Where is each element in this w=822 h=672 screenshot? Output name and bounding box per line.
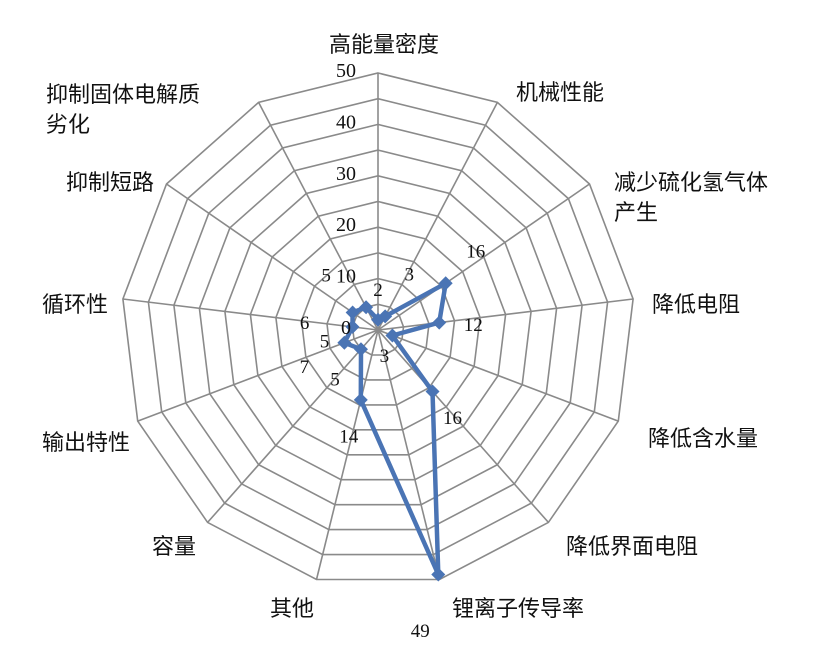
value-label: 16 xyxy=(443,408,462,429)
grid-spoke xyxy=(377,329,549,523)
grid-ring xyxy=(326,277,430,381)
series-point xyxy=(345,319,360,334)
series-point xyxy=(378,309,393,324)
series-point xyxy=(425,384,440,399)
grid-spoke xyxy=(166,183,379,331)
category-label: 高能量密度 xyxy=(329,33,439,58)
grid-ring xyxy=(351,303,405,356)
category-label: 降低界面电阻 xyxy=(566,535,698,560)
value-label: 3 xyxy=(380,346,390,367)
grid-spoke xyxy=(315,329,379,580)
value-label: 5 xyxy=(320,331,330,352)
value-label: 6 xyxy=(300,313,310,334)
value-label: 5 xyxy=(321,266,331,287)
grid-ring xyxy=(147,97,609,556)
value-label: 16 xyxy=(466,242,485,263)
category-label: 机械性能 xyxy=(516,81,604,106)
category-label: 循环性 xyxy=(42,293,108,318)
value-label: 14 xyxy=(339,426,359,447)
category-label: 锂离子传导率 xyxy=(452,597,584,622)
grid-ring xyxy=(198,149,558,506)
radial-tick-label: 50 xyxy=(336,60,356,82)
grid-spoke xyxy=(137,329,379,422)
series-point xyxy=(345,305,360,320)
radial-tick-label: 30 xyxy=(336,163,356,185)
value-label: 49 xyxy=(411,621,430,642)
series-point xyxy=(337,335,352,350)
grid-spoke xyxy=(377,102,499,331)
grid-ring xyxy=(122,72,634,581)
radar-series xyxy=(337,276,453,582)
category-label: 其他 xyxy=(270,597,314,622)
value-label: 12 xyxy=(464,315,483,336)
category-label: 抑制固体电解质劣化 xyxy=(46,83,200,138)
radial-ticks: 0 10 20 30 40 50 xyxy=(336,60,356,339)
series-point xyxy=(438,276,453,291)
series-point xyxy=(431,567,446,582)
category-label: 降低含水量 xyxy=(648,427,758,452)
grid-ring xyxy=(249,200,507,456)
value-label: 3 xyxy=(404,265,414,286)
radial-tick-label: 40 xyxy=(336,111,356,133)
grid-spoke xyxy=(122,298,379,331)
series-point xyxy=(432,315,447,330)
category-label: 输出特性 xyxy=(42,431,130,456)
grid-spoke xyxy=(377,183,590,331)
value-label: 5 xyxy=(330,370,340,391)
grid-spoke xyxy=(377,329,441,580)
category-label: 降低电阻 xyxy=(652,293,740,318)
grid-spoke xyxy=(207,329,379,523)
grid-ring xyxy=(275,226,481,431)
value-label: 7 xyxy=(300,357,310,378)
radar-grid xyxy=(122,72,634,581)
series-point xyxy=(359,300,374,315)
series-point xyxy=(353,342,368,357)
series-point xyxy=(385,328,400,343)
radial-tick-label: 10 xyxy=(336,266,356,288)
category-label: 容量 xyxy=(152,535,196,560)
series-point xyxy=(353,392,368,407)
grid-spoke xyxy=(377,329,619,422)
grid-spoke xyxy=(377,298,634,331)
grid-ring xyxy=(224,174,532,481)
radial-tick-label: 0 xyxy=(341,317,351,339)
category-label: 抑制短路 xyxy=(66,171,154,196)
category-label: 减少硫化氢气体产生 xyxy=(614,171,768,226)
grid-ring xyxy=(173,123,583,531)
grid-spoke xyxy=(257,102,379,331)
value-label: 2 xyxy=(373,280,383,301)
radial-tick-label: 20 xyxy=(336,214,356,236)
